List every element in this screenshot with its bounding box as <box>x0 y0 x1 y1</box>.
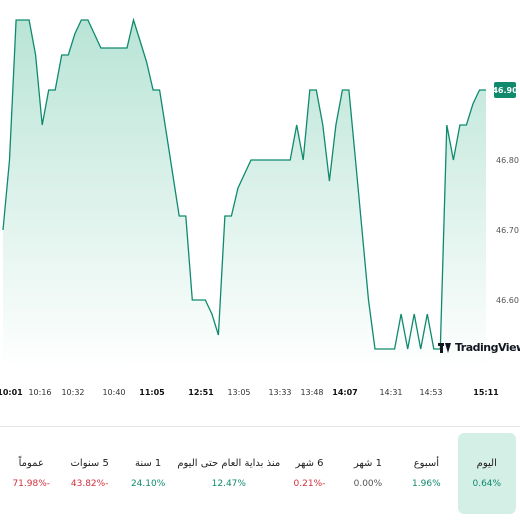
performance-period-value: 1.96% <box>412 479 441 489</box>
performance-period-value: 71.98%- <box>12 479 51 489</box>
performance-period[interactable]: اليوم 0.64% <box>457 433 516 514</box>
y-tick-label: 46.60 <box>496 296 519 305</box>
performance-period-label: عموماً <box>18 458 44 469</box>
x-tick-label: 12:51 <box>188 388 214 397</box>
performance-bar: اليوم 0.64% أسبوع 1.96% 1 شهر 0.00% 6 شهر 0.21%… <box>0 426 520 520</box>
x-tick-label: 10:16 <box>28 388 51 397</box>
performance-period-label: 5 سنوات <box>70 458 109 469</box>
x-tick-label: 13:05 <box>227 388 250 397</box>
price-chart[interactable]: 46.80 46.70 46.60 46.90 10:01 10:16 10:32 10:40… <box>0 0 520 420</box>
last-price-label: 46.90 <box>492 86 518 95</box>
x-tick-label: 13:33 <box>268 388 291 397</box>
x-tick-label: 15:11 <box>473 388 499 397</box>
y-tick-label: 46.80 <box>496 156 519 165</box>
performance-period-value: 0.00% <box>353 479 383 489</box>
x-tick-label: 10:32 <box>61 388 84 397</box>
performance-period-label: اليوم <box>476 458 497 469</box>
price-line <box>2 17 486 350</box>
x-tick-label: 11:05 <box>139 388 165 397</box>
x-tick-label: 14:53 <box>419 388 442 397</box>
x-tick-label: 10:01 <box>0 388 23 397</box>
x-tick-label: 10:40 <box>102 388 125 397</box>
x-tick-label: 14:07 <box>332 388 357 397</box>
performance-period-value: 24.10% <box>130 479 166 489</box>
performance-period[interactable]: منذ بداية العام حتى اليوم 12.47% <box>177 433 280 514</box>
performance-period-value: 0.64% <box>472 479 502 489</box>
tradingview-mark-icon <box>438 342 452 353</box>
performance-period-label: أسبوع <box>413 458 439 469</box>
performance-period[interactable]: أسبوع 1.96% <box>397 433 455 514</box>
performance-period[interactable]: 5 سنوات 43.82%- <box>60 433 118 514</box>
performance-period[interactable]: 1 سنة 24.10% <box>119 433 177 514</box>
x-tick-label: 13:48 <box>300 388 323 397</box>
performance-period-label: 1 شهر <box>353 458 382 469</box>
performance-period-label: 6 شهر <box>295 458 324 469</box>
tradingview-name: TradingView <box>455 341 520 354</box>
performance-period-value: 12.47% <box>211 479 246 489</box>
performance-period-label: 1 سنة <box>134 458 162 469</box>
performance-period[interactable]: عموماً 71.98%- <box>2 433 60 514</box>
performance-period[interactable]: 6 شهر 0.21%- <box>280 433 338 514</box>
performance-period[interactable]: 1 شهر 0.00% <box>339 433 397 514</box>
performance-period-value: 0.21%- <box>293 479 326 489</box>
performance-period-label: منذ بداية العام حتى اليوم <box>177 458 281 469</box>
tradingview-logo: TradingView <box>438 341 520 354</box>
last-price-box <box>494 82 516 98</box>
y-tick-label: 46.70 <box>496 226 519 235</box>
performance-period-value: 43.82%- <box>70 479 109 489</box>
price-area-fill <box>3 20 486 370</box>
x-tick-label: 14:31 <box>379 388 402 397</box>
